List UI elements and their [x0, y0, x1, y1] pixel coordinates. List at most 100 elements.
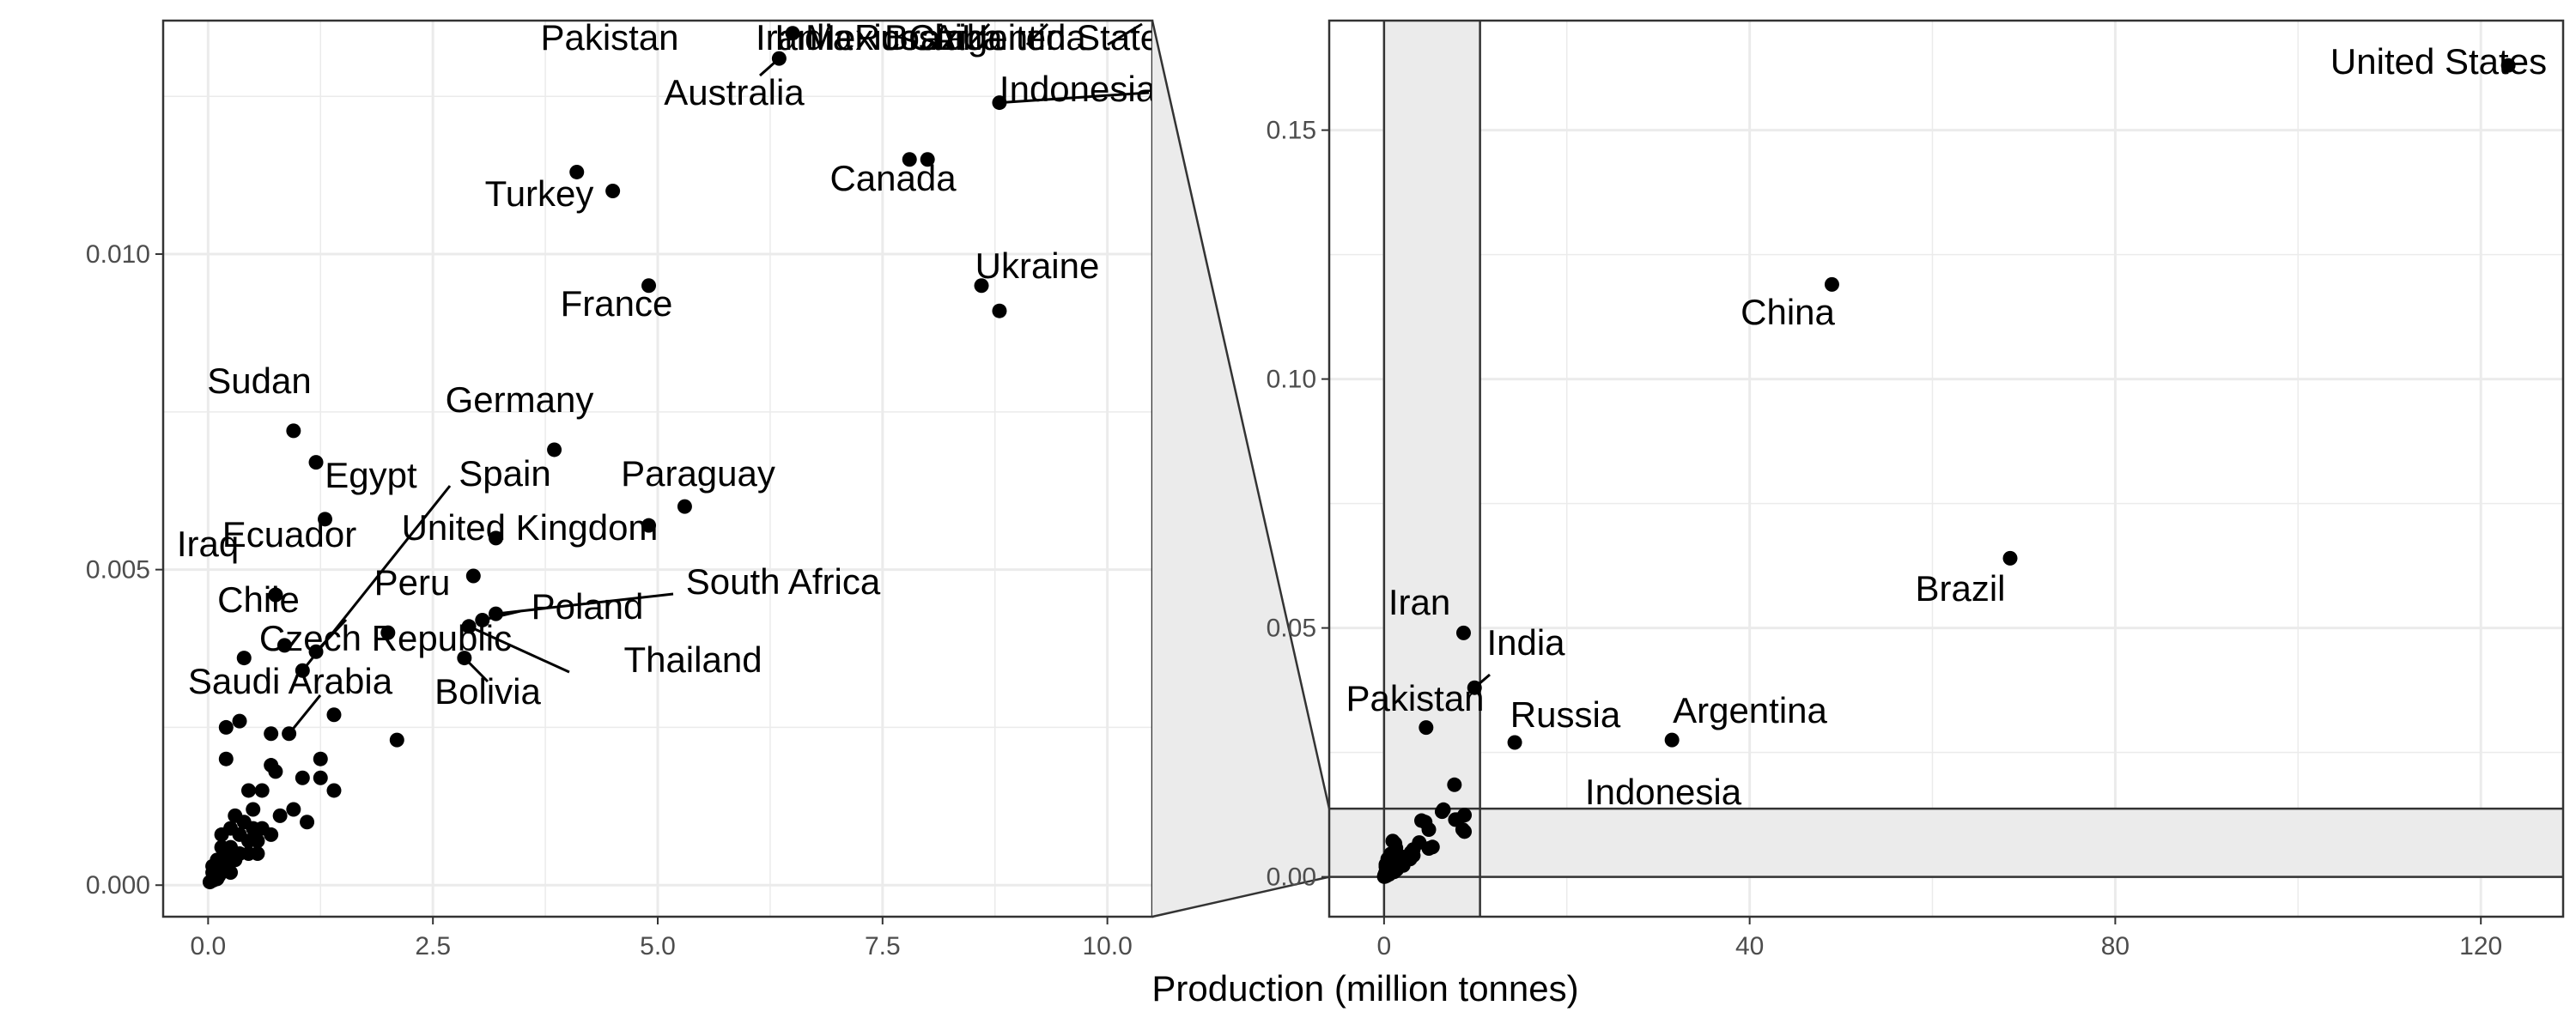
zoom-connector-top — [1151, 20, 1331, 809]
data-point — [974, 278, 989, 294]
data-point — [488, 530, 503, 546]
label-iran: Iran — [756, 17, 817, 58]
data-point — [300, 815, 315, 830]
full-labels: United States China Brazil Iran IndiaPakista… — [1346, 41, 2547, 812]
point-pakistan — [1419, 720, 1434, 736]
x-axis-label: Production (million tonnes) — [1151, 968, 1578, 1009]
data-point — [250, 845, 265, 861]
label-south-africa: South Africa — [686, 561, 881, 602]
data-point — [272, 808, 288, 823]
full-points — [1376, 58, 2516, 884]
data-point — [380, 625, 396, 640]
label-ecuador: Ecuador — [222, 514, 356, 554]
label-australia: Australia — [664, 72, 805, 112]
data-point — [286, 802, 301, 817]
label-russia: Russia — [854, 17, 965, 58]
data-point — [264, 827, 279, 842]
point-chile — [236, 651, 252, 666]
y-tick-label: 0.05 — [1267, 615, 1316, 643]
data-point — [254, 783, 270, 798]
data-point — [313, 751, 328, 766]
leader-line-australia — [759, 57, 781, 77]
label-iraq: Iraq — [177, 524, 239, 564]
full-panel: 0 40 80 120 0.00 0.05 0.10 0.15 United States Chi… — [1267, 19, 2565, 960]
data-point — [218, 719, 234, 735]
data-point — [268, 764, 283, 779]
data-point — [250, 833, 265, 849]
label-pakistan: Pakistan — [540, 17, 678, 58]
label-germany: Germany — [446, 379, 594, 420]
zoom-connector-region — [1151, 20, 1331, 918]
label-united-kingdom: United Kingdom — [402, 507, 659, 548]
leader-line-india — [1473, 673, 1491, 689]
data-point — [240, 783, 256, 798]
label-brazil: Brazil — [884, 17, 975, 58]
data-point — [785, 26, 800, 41]
point-paraguay — [641, 518, 657, 533]
y-tick-label: 0.10 — [1267, 366, 1316, 394]
data-point — [902, 152, 917, 167]
point-argentina — [1664, 732, 1680, 748]
y-tick-label: 0.010 — [86, 240, 150, 269]
label-argentina-full: Argentina — [1673, 690, 1827, 730]
zoom-gridlines — [163, 21, 1152, 917]
label-ukraine: Ukraine — [975, 245, 1100, 286]
full-gridlines — [1329, 21, 2563, 917]
point-brazil — [2002, 550, 2018, 566]
zoom-highlight — [1329, 21, 2563, 917]
leader-line-bolivia — [463, 657, 489, 683]
label-united-states: United States — [962, 17, 1178, 58]
point-iran — [1455, 625, 1471, 640]
data-point — [264, 726, 279, 742]
label-india-full: India — [1486, 622, 1565, 663]
leader-line-south-africa — [495, 592, 674, 615]
zoom-band-vertical — [1383, 21, 1480, 917]
leader-line-peru — [314, 618, 348, 653]
point-sudan — [286, 423, 301, 439]
data-point — [326, 783, 342, 798]
point-united-states — [2500, 58, 2516, 73]
data-point — [232, 713, 247, 729]
point-ecuador — [268, 587, 283, 603]
label-brazil-full: Brazil — [1915, 568, 2005, 609]
label-paraguay: Paraguay — [621, 453, 775, 494]
data-point — [326, 707, 342, 723]
label-poland: Poland — [532, 586, 644, 627]
leader-line — [1025, 22, 1049, 46]
label-argentina: Argentina — [932, 17, 1086, 58]
point-czech-republic — [276, 638, 292, 653]
data-point — [1436, 802, 1451, 817]
data-point — [211, 868, 227, 883]
data-point — [1406, 842, 1421, 857]
x-tick-label: 0.0 — [191, 932, 227, 960]
label-thailand: Thailand — [623, 639, 762, 680]
label-canada: Canada — [829, 158, 957, 198]
y-tick-label: 0.15 — [1267, 117, 1316, 145]
label-sudan: Sudan — [207, 360, 311, 401]
label-russia-full: Russia — [1510, 694, 1621, 735]
x-tick-label: 120 — [2459, 932, 2502, 960]
zoom-connector-bottom — [1151, 876, 1330, 918]
y-tick-label: 0.000 — [86, 871, 150, 900]
point-france — [641, 278, 657, 294]
x-tick-label: 0 — [1377, 932, 1392, 960]
data-point — [605, 184, 621, 199]
x-tick-label: 5.0 — [640, 932, 676, 960]
x-tick-label: 10.0 — [1082, 932, 1132, 960]
label-china-full: China — [1741, 292, 1835, 332]
zoom-points — [202, 26, 1007, 890]
label-chile: Chile — [217, 579, 300, 620]
label-united-states-full: United States — [2330, 41, 2547, 82]
data-point — [1447, 777, 1462, 792]
label-egypt: Egypt — [325, 455, 417, 495]
data-point — [1455, 822, 1470, 837]
leader-line-indonesia — [999, 91, 1150, 105]
data-point — [1425, 839, 1440, 855]
x-tick-label: 40 — [1735, 932, 1764, 960]
label-bolivia: Bolivia — [434, 671, 541, 712]
leader-line-poland — [482, 609, 521, 621]
point-germany — [547, 442, 562, 457]
data-point — [677, 499, 692, 514]
point-united-kingdom — [465, 568, 481, 584]
